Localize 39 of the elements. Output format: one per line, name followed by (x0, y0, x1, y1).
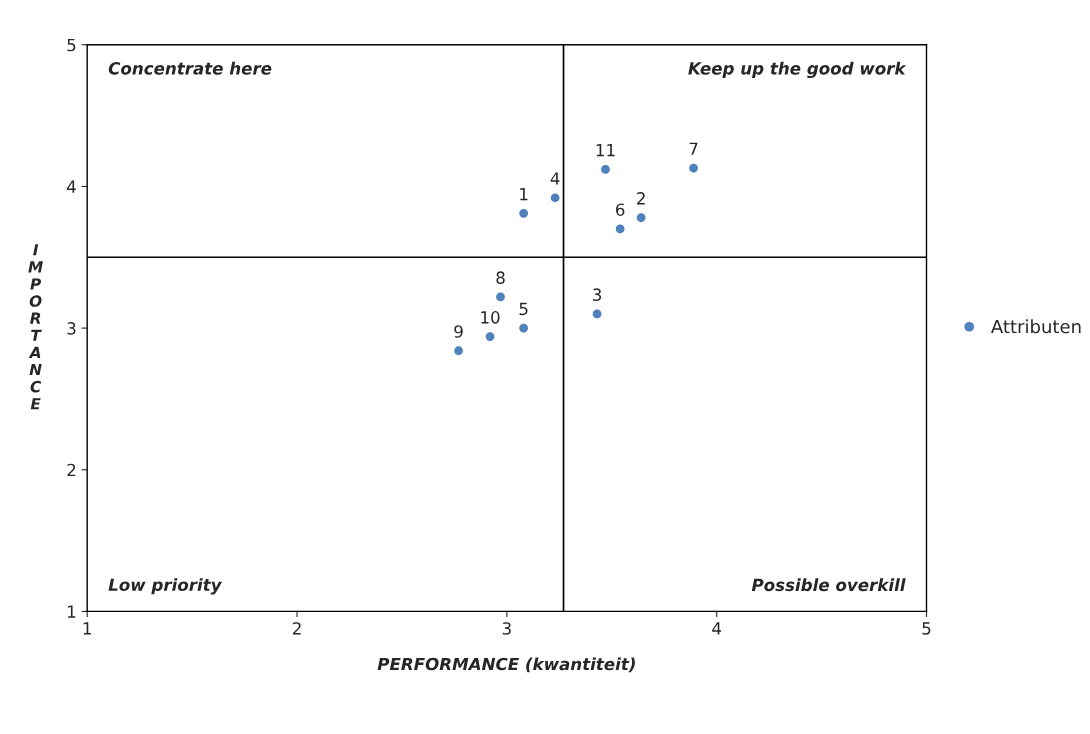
text: 11 (596, 144, 615, 157)
x-tick-label: 5 (922, 622, 931, 635)
text: 3 (593, 288, 602, 301)
point (496, 292, 505, 302)
legend-label: Attributen (991, 319, 1081, 334)
point (519, 208, 529, 218)
text: IMPORTANCE (28, 244, 43, 410)
point (636, 213, 646, 222)
y-tick-label: 1 (68, 605, 76, 618)
x-tick-label: 2 (292, 622, 301, 635)
point (454, 346, 463, 356)
text: 4 (550, 172, 560, 185)
y-tick-label: 4 (66, 180, 76, 193)
point (485, 332, 495, 341)
point (689, 163, 698, 173)
text: 1 (520, 188, 528, 201)
y-tick-label: 5 (67, 38, 76, 52)
annotation: Keep up the good work (688, 61, 907, 79)
x-tick-label: 1 (83, 622, 91, 635)
x-axis-title: PERFORMANCE (kwantiteit) (377, 657, 635, 673)
text: 7 (689, 142, 698, 155)
point (550, 193, 560, 203)
text: 10 (481, 311, 500, 324)
x-tick-label: 3 (502, 622, 511, 635)
point (601, 165, 610, 174)
annotation: Concentrate here (108, 61, 272, 75)
text: 9 (454, 325, 463, 338)
text: 6 (616, 203, 625, 216)
annotation: Possible overkill (751, 578, 906, 592)
point (592, 309, 602, 319)
y-tick-label: 3 (67, 322, 76, 335)
text: 2 (637, 192, 645, 205)
text: 5 (519, 302, 528, 316)
y-tick-label: 2 (67, 463, 76, 477)
point (615, 224, 625, 234)
point (519, 323, 529, 333)
x-tick-label: 4 (712, 622, 722, 635)
annotation: Low priority (108, 578, 223, 595)
text: 8 (496, 271, 505, 284)
